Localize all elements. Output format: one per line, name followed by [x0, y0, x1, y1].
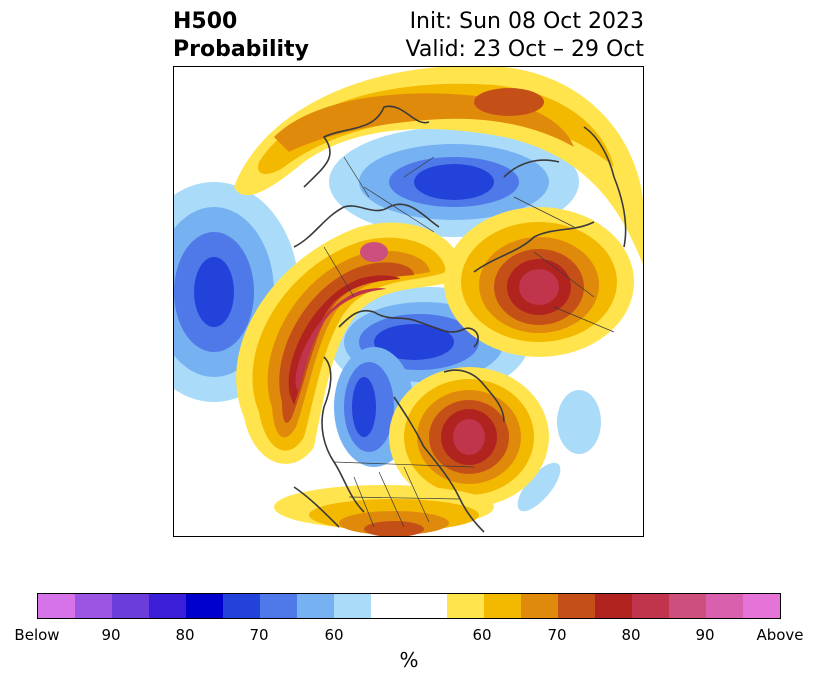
- colorbar-segment: [334, 594, 371, 618]
- probability-map: [173, 66, 644, 537]
- colorbar-segment: [260, 594, 297, 618]
- colorbar-segment: [112, 594, 149, 618]
- valid-range: Valid: 23 Oct – 29 Oct: [405, 37, 644, 62]
- political-borders: [323, 156, 615, 528]
- colorbar-tick-label: 70: [249, 626, 269, 644]
- colorbar-tick-label: 60: [324, 626, 344, 644]
- colorbar-tick-label: Below: [14, 626, 60, 644]
- colorbar-unit-label: %: [399, 648, 419, 672]
- colorbar-segment: [371, 594, 447, 618]
- negative-anomaly-arctic: [329, 127, 579, 237]
- colorbar-tick-label: 60: [472, 626, 492, 644]
- init-date: Init: Sun 08 Oct 2023: [409, 9, 644, 34]
- colorbar-segment: [521, 594, 558, 618]
- colorbar-tick-label: 80: [175, 626, 195, 644]
- colorbar-segment: [75, 594, 112, 618]
- colorbar-tick-label: 90: [695, 626, 715, 644]
- title-variable: H500: [173, 9, 238, 34]
- colorbar-segment: [484, 594, 521, 618]
- polar-projection-map: [174, 67, 643, 536]
- colorbar-tick-label: 90: [101, 626, 121, 644]
- colorbar-segment: [669, 594, 706, 618]
- negative-anomaly-atlantic: [517, 390, 601, 512]
- chart-title: H500 Probability: [173, 8, 309, 64]
- colorbar-segment: [447, 594, 484, 618]
- positive-anomaly-europe: [234, 67, 643, 267]
- colorbar-segment: [632, 594, 669, 618]
- colorbar-segment: [223, 594, 260, 618]
- positive-anomaly-south-us: [274, 485, 494, 536]
- colorbar-segment: [558, 594, 595, 618]
- title-product: Probability: [173, 37, 309, 62]
- chart-dates: Init: Sun 08 Oct 2023 Valid: 23 Oct – 29…: [406, 8, 644, 64]
- colorbar-segment: [149, 594, 186, 618]
- colorbar-segment: [297, 594, 334, 618]
- colorbar-tick-label: 80: [621, 626, 641, 644]
- colorbar-tick-label: Above: [756, 626, 804, 644]
- colorbar-segment: [743, 594, 780, 618]
- colorbar: [37, 593, 781, 619]
- colorbar-segment: [706, 594, 743, 618]
- colorbar-segment: [38, 594, 75, 618]
- positive-anomaly-eurasia: [444, 207, 634, 357]
- colorbar-segment: [595, 594, 632, 618]
- colorbar-tick-label: 70: [547, 626, 567, 644]
- coastlines: [293, 105, 627, 533]
- colorbar-segment: [186, 594, 223, 618]
- positive-anomaly-western: [236, 222, 464, 464]
